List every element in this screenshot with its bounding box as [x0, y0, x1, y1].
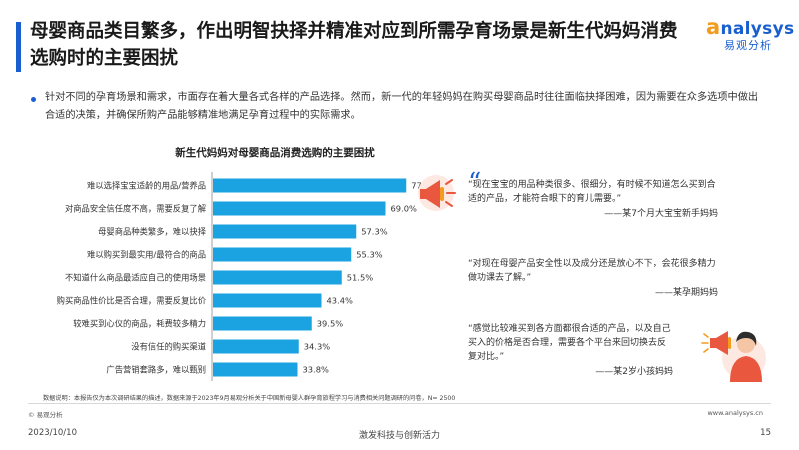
bar — [213, 224, 357, 239]
footer-website: www.analysys.cn — [707, 409, 763, 417]
value-label: 39.5% — [317, 319, 343, 329]
category-label: 难以购买到最实用/最符合的商品 — [87, 250, 206, 260]
page-number: 15 — [760, 428, 771, 438]
category-label: 母婴商品种类繁多，难以抉择 — [98, 227, 207, 237]
data-note: 数据说明：本报告仅为本次调研结果的描述，数据来源于2023年9月易观分析关于中国… — [43, 395, 456, 402]
value-label: 51.5% — [347, 273, 373, 283]
value-label: 69.0% — [391, 204, 417, 214]
quote-text: “对现在母婴产品安全性以及成分还是放心不下，会花很多精力做功课去了解。” — [468, 259, 716, 283]
footer-copyright: © 易观分析 — [28, 411, 63, 419]
quote-source: ——某2岁小孩妈妈 — [595, 367, 673, 377]
bar — [213, 293, 322, 308]
footer-date: 2023/10/10 — [28, 428, 77, 438]
bar — [213, 178, 407, 193]
quote-text: “现在宝宝的用品种类很多、很细分，有时候不知道怎么买到合适的产品，才能符合眼下的… — [468, 180, 716, 204]
quote-text: “感觉比较难买到各方面都很合适的产品，以及自己买入的价格是否合理，需要各个平台来… — [468, 324, 671, 362]
bar — [213, 339, 299, 354]
value-label: 57.3% — [361, 227, 387, 237]
logo-word-rest: nalysys — [720, 19, 795, 39]
logo-chinese-name: 易观分析 — [724, 39, 772, 52]
bar — [213, 316, 312, 331]
quote-card-2: “对现在母婴产品安全性以及成分还是放心不下，会花很多精力做功课去了解。” ——某… — [468, 257, 718, 300]
quote-source: ——某7个月大宝宝新手妈妈 — [604, 209, 718, 219]
value-label: 33.8% — [303, 365, 329, 375]
bar — [213, 362, 298, 377]
quote-card-3: “感觉比较难买到各方面都很合适的产品，以及自己买入的价格是否合理，需要各个平台来… — [468, 322, 673, 379]
value-label: 55.3% — [356, 250, 382, 260]
bar — [213, 247, 352, 262]
footer-divider — [28, 403, 771, 404]
page-title: 母婴商品类目繁多，作出明智抉择并精准对应到所需孕育场景是新生代妈妈消费选购时的主… — [30, 21, 678, 69]
value-label: 34.3% — [304, 342, 330, 352]
quote-source: ——某孕期妈妈 — [654, 288, 718, 298]
summary-text: 针对不同的孕育场景和需求，市面存在着大量各式各样的产品选择。然而，新一代的年轻妈… — [45, 92, 759, 121]
category-label: 没有信任的购买渠道 — [131, 342, 206, 352]
chart-title: 新生代妈妈对母婴商品消费选购的主要困扰 — [175, 147, 375, 159]
logo-wordmark: analysys — [706, 15, 794, 39]
footer-slogan: 激发科技与创新活力 — [358, 431, 440, 441]
bar — [213, 201, 386, 216]
category-label: 不知道什么商品最适应自己的使用场景 — [65, 273, 206, 283]
bar-chart: 难以选择宝宝适龄的用品/营养品77.3%对商品安全信任度不高，需要反复了解69.… — [57, 172, 438, 381]
title-accent-bar — [16, 22, 21, 72]
category-label: 广告营销套路多，难以甄别 — [106, 365, 206, 375]
bullet-dot-icon — [31, 97, 36, 102]
bar — [213, 270, 342, 285]
logo-letter-a: a — [706, 15, 721, 39]
category-label: 购买商品性价比是否合理，需要反复比价 — [57, 296, 207, 306]
category-label: 难以选择宝宝适龄的用品/营养品 — [87, 181, 206, 191]
analysys-logo: analysys 易观分析 — [706, 15, 794, 52]
mother-with-megaphone-illustration — [701, 331, 766, 382]
quote-mark-icon: “ — [468, 168, 482, 198]
value-label: 43.4% — [327, 296, 353, 306]
quote-card-1: “现在宝宝的用品种类很多、很细分，有时候不知道怎么买到合适的产品，才能符合眼下的… — [468, 178, 718, 221]
megaphone-icon — [418, 175, 456, 211]
category-label: 较难买到心仪的商品，耗费较多精力 — [73, 319, 206, 329]
category-label: 对商品安全信任度不高，需要反复了解 — [65, 204, 206, 214]
